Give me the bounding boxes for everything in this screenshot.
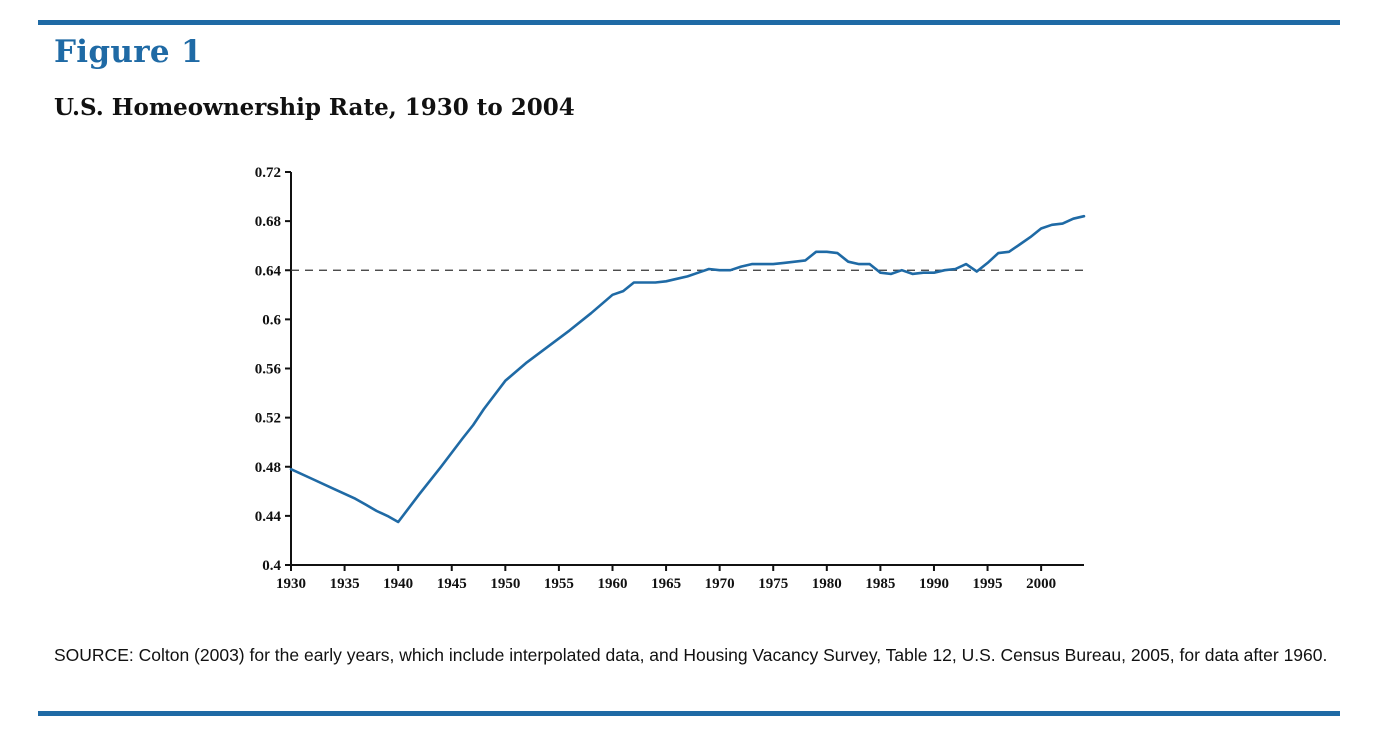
y-tick-label: 0.56 — [255, 362, 282, 378]
series-line-homeownership-rate — [289, 214, 1086, 524]
y-tick-label: 0.6 — [262, 312, 281, 328]
bottom-rule — [38, 711, 1340, 716]
y-tick-label: 0.4 — [262, 558, 281, 574]
y-tick-label: 0.48 — [255, 460, 281, 476]
x-tick-label: 1965 — [651, 576, 681, 592]
top-rule — [38, 20, 1340, 25]
y-tick-label: 0.68 — [255, 214, 281, 230]
line-chart: 0.4 0.44 0.48 0.52 0.56 0.6 0.64 0.68 0.72 1930 19… — [255, 165, 1086, 592]
x-tick-label: 1955 — [544, 576, 574, 592]
x-tick-label: 1935 — [330, 576, 360, 592]
y-tick-label: 0.64 — [255, 263, 282, 279]
chart-axes: 0.4 0.44 0.48 0.52 0.56 0.6 0.64 0.68 0.72 1930 19… — [255, 165, 1084, 592]
x-tick-label: 1930 — [276, 576, 306, 592]
x-tick-label: 1960 — [597, 576, 627, 592]
x-tick-label: 1985 — [865, 576, 895, 592]
x-tick-label: 1940 — [383, 576, 413, 592]
chart-marks — [289, 214, 1086, 524]
x-tick-label: 2000 — [1026, 576, 1056, 592]
x-tick-label: 1990 — [919, 576, 949, 592]
chart-title: U.S. Homeownership Rate, 1930 to 2004 — [54, 94, 575, 121]
x-tick-label: 1975 — [758, 576, 788, 592]
x-tick-label: 1950 — [490, 576, 520, 592]
y-tick-label: 0.72 — [255, 165, 281, 181]
x-tick-label: 1995 — [973, 576, 1003, 592]
source-note: SOURCE: Colton (2003) for the early year… — [54, 645, 1328, 665]
x-tick-label: 1945 — [437, 576, 467, 592]
y-tick-label: 0.52 — [255, 411, 281, 427]
y-tick-label: 0.44 — [255, 509, 282, 525]
figure-label: Figure 1 — [54, 34, 203, 70]
x-tick-label: 1980 — [812, 576, 842, 592]
x-tick-label: 1970 — [705, 576, 735, 592]
